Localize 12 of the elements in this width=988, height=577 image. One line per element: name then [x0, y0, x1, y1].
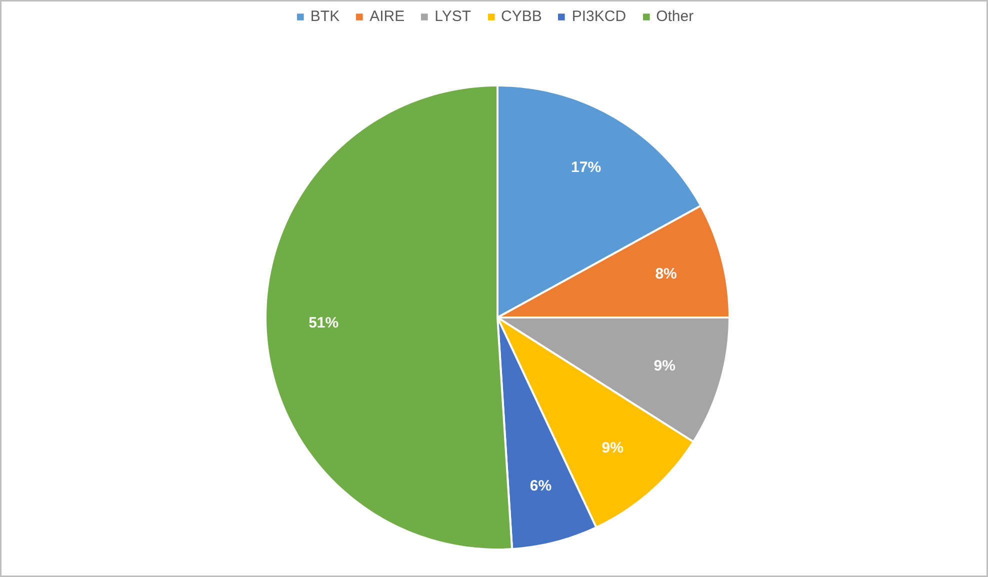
data-label: 51%	[308, 314, 339, 332]
data-label: 8%	[655, 266, 677, 283]
legend-label: CYBB	[501, 8, 542, 25]
legend-label: AIRE	[370, 8, 405, 25]
legend-label: BTK	[310, 8, 340, 25]
legend-label: LYST	[434, 8, 472, 25]
legend-label: PI3KCD	[572, 8, 626, 25]
legend-label: Other	[656, 8, 694, 25]
data-label: 9%	[602, 440, 624, 457]
data-label: 17%	[571, 159, 602, 176]
data-label: 6%	[530, 478, 552, 495]
data-label: 9%	[654, 358, 676, 375]
